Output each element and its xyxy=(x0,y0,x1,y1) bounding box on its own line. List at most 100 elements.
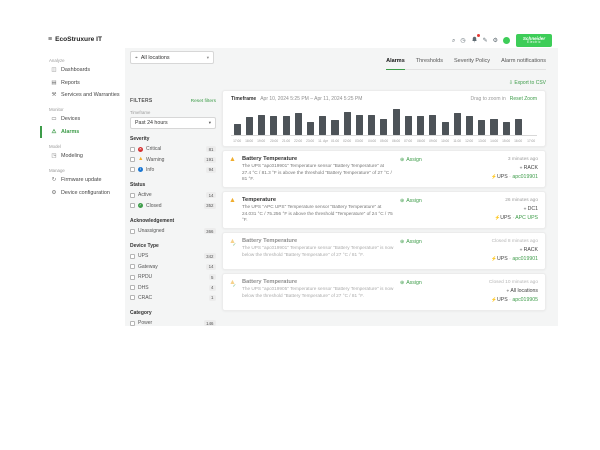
alarm-location[interactable]: ⌖ All locations xyxy=(452,287,538,296)
search-icon[interactable]: ⌕ xyxy=(451,37,456,44)
chart-bar[interactable] xyxy=(353,108,365,135)
chart-bar[interactable] xyxy=(341,108,353,135)
filter-option-crac[interactable]: CRAC 1 xyxy=(130,293,216,303)
chart-bar[interactable] xyxy=(329,108,341,135)
filter-option-count: 5 xyxy=(208,274,216,281)
feedback-icon[interactable]: ✎ xyxy=(482,37,488,44)
tab-thresholds[interactable]: Thresholds xyxy=(415,58,443,64)
device-link[interactable]: apc019901 xyxy=(512,256,538,263)
tab-alarms[interactable]: Alarms xyxy=(386,58,405,70)
filter-option-dhs[interactable]: DHS 4 xyxy=(130,282,216,292)
separator: · xyxy=(510,215,516,222)
alarm-location[interactable]: ⌖ RACK xyxy=(452,246,538,255)
schneider-logo[interactable]: Schneider Electric xyxy=(516,34,552,47)
checkbox[interactable] xyxy=(130,228,135,234)
device-link[interactable]: apc019901 xyxy=(512,173,538,180)
sidebar-item-modeling[interactable]: ◳ Modeling xyxy=(40,150,125,162)
chart-bar[interactable] xyxy=(415,108,427,135)
alarm-card[interactable]: ▲ Temperature The UPS "APC UPS" Temperatur… xyxy=(222,191,546,230)
alarm-location[interactable]: ⌖ RACK xyxy=(452,164,538,173)
checkbox[interactable] xyxy=(130,253,135,259)
checkbox[interactable] xyxy=(130,264,135,270)
alarm-card[interactable]: ▲ Battery Temperature The UPS "apc019901" … xyxy=(222,150,546,189)
sidebar-item-reports[interactable]: ▤ Reports xyxy=(40,76,125,88)
filter-option-unassigned[interactable]: Unassigned 366 xyxy=(130,226,216,236)
checkbox[interactable] xyxy=(130,295,135,301)
chart-bar[interactable] xyxy=(463,108,475,135)
export-csv-button[interactable]: ⇩ Export to CSV xyxy=(509,80,546,86)
sidebar-item-alarms[interactable]: ⚠ Alarms xyxy=(40,125,125,138)
assign-button[interactable]: ⊕ Assign xyxy=(400,279,452,306)
assign-button[interactable]: ⊕ Assign xyxy=(400,238,452,265)
alarm-location[interactable]: ⌖ DC1 xyxy=(452,205,538,214)
sidebar-item-label: Dashboards xyxy=(61,67,91,74)
location-filter-dropdown[interactable]: ⌖ All locations ▾ xyxy=(130,51,214,64)
checkbox[interactable] xyxy=(130,285,135,291)
sidebar-item-dashboards[interactable]: ◫ Dashboards xyxy=(40,64,125,76)
filter-option-critical[interactable]: ✕ Critical 81 xyxy=(130,144,216,154)
chart-bar[interactable] xyxy=(304,108,316,135)
chart-bar[interactable] xyxy=(402,108,414,135)
filter-option-ups[interactable]: UPS 342 xyxy=(130,251,216,261)
assign-button[interactable]: ⊕ Assign xyxy=(400,156,452,183)
device-link[interactable]: apc019905 xyxy=(512,297,538,304)
alarm-bar-chart[interactable] xyxy=(231,108,537,136)
filter-option-power[interactable]: Power 146 xyxy=(130,318,216,328)
assign-button[interactable]: ⊕ Assign xyxy=(400,197,452,224)
chart-bar[interactable] xyxy=(476,108,488,135)
chart-bar[interactable] xyxy=(439,108,451,135)
chart-bar[interactable] xyxy=(488,108,500,135)
download-icon: ⇩ xyxy=(508,80,515,86)
ups-bolt-icon: ⚡ xyxy=(491,256,498,262)
reset-filters-button[interactable]: Reset filters xyxy=(190,99,216,104)
checkbox[interactable] xyxy=(130,146,135,152)
filter-option-info[interactable]: i Info 94 xyxy=(130,165,216,175)
checkbox[interactable] xyxy=(130,274,135,280)
bar-rect xyxy=(441,121,449,135)
chart-bar[interactable] xyxy=(500,108,512,135)
chart-bar[interactable] xyxy=(451,108,463,135)
sidebar-item-devices[interactable]: ▭ Devices xyxy=(40,113,125,125)
sidebar-item-services-and-warranties[interactable]: ⚒ Services and Warranties xyxy=(40,89,125,101)
chart-bar[interactable] xyxy=(268,108,280,135)
sidebar-item-device-configuration[interactable]: ⚙ Device configuration xyxy=(40,187,125,199)
user-avatar[interactable] xyxy=(503,37,510,44)
alarm-description: The UPS "apc019901" Temperature sensor "… xyxy=(242,245,394,258)
notifications-icon[interactable] xyxy=(471,34,480,45)
timeframe-dropdown[interactable]: Past 24 hours ▾ xyxy=(130,117,216,129)
checkbox[interactable] xyxy=(130,320,135,326)
settings-icon[interactable]: ⚙ xyxy=(492,37,498,44)
device-link[interactable]: APC UPS xyxy=(515,215,538,222)
chart-bar[interactable] xyxy=(512,108,524,135)
chart-bar[interactable] xyxy=(525,108,537,135)
reset-zoom-button[interactable]: Reset Zoom xyxy=(509,96,537,102)
chart-bar[interactable] xyxy=(231,108,243,135)
sidebar-item-firmware-update[interactable]: ↻ Firmware update xyxy=(40,174,125,186)
filter-option-rpdu[interactable]: RPDU 5 xyxy=(130,272,216,282)
tab-severity-policy[interactable]: Severity Policy xyxy=(453,58,491,64)
filter-option-closed[interactable]: ✓ Closed 352 xyxy=(130,201,216,211)
history-icon[interactable]: ◷ xyxy=(460,37,466,44)
filter-option-active[interactable]: Active 14 xyxy=(130,190,216,200)
chart-bar[interactable] xyxy=(255,108,267,135)
checkbox[interactable] xyxy=(130,167,135,173)
alarm-card[interactable]: ▲ ✓ Battery Temperature The UPS "apc019905"… xyxy=(222,273,546,311)
sidebar-item-label: Alarms xyxy=(61,128,80,135)
chart-bar[interactable] xyxy=(366,108,378,135)
chart-bar[interactable] xyxy=(427,108,439,135)
chart-bar[interactable] xyxy=(390,108,402,135)
tab-alarm-notifications[interactable]: Alarm notifications xyxy=(501,58,546,64)
chart-bar[interactable] xyxy=(317,108,329,135)
checkbox[interactable] xyxy=(130,203,135,209)
chart-bar[interactable] xyxy=(378,108,390,135)
filter-option-warning[interactable]: ▲ Warning 191 xyxy=(130,154,216,164)
notification-badge xyxy=(476,34,480,37)
chart-bar[interactable] xyxy=(243,108,255,135)
checkbox[interactable] xyxy=(130,192,135,198)
menu-icon[interactable]: ≡ xyxy=(48,36,53,43)
chart-bar[interactable] xyxy=(292,108,304,135)
alarm-card[interactable]: ▲ ✓ Battery Temperature The UPS "apc019901"… xyxy=(222,232,546,271)
chart-bar[interactable] xyxy=(280,108,292,135)
checkbox[interactable] xyxy=(130,157,135,163)
filter-option-gateway[interactable]: Gateway 14 xyxy=(130,262,216,272)
